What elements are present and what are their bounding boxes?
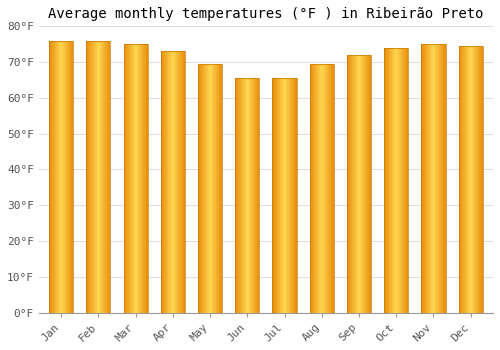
Bar <box>198 64 222 313</box>
Bar <box>86 41 110 313</box>
Bar <box>235 78 260 313</box>
Bar <box>272 78 296 313</box>
Bar <box>49 41 73 313</box>
Bar <box>160 51 185 313</box>
Bar <box>422 44 446 313</box>
Bar <box>458 46 483 313</box>
Bar <box>124 44 148 313</box>
Bar <box>310 64 334 313</box>
Title: Average monthly temperatures (°F ) in Ribeirão Preto: Average monthly temperatures (°F ) in Ri… <box>48 7 484 21</box>
Bar <box>347 55 371 313</box>
Bar <box>384 48 408 313</box>
